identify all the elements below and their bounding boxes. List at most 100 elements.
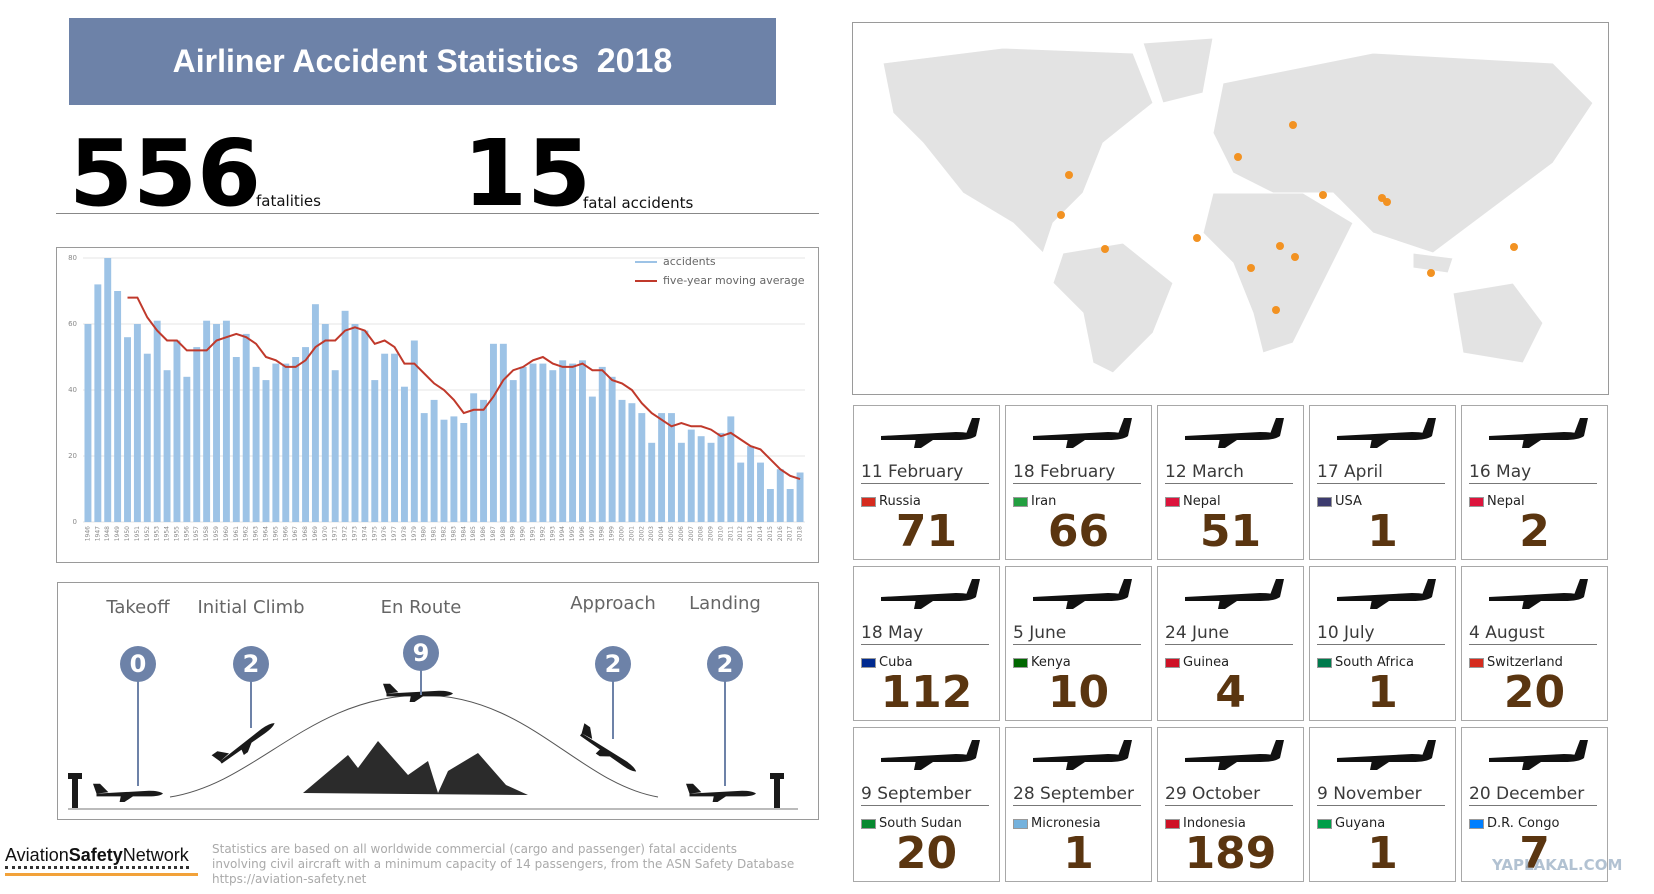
note-line: https://aviation-safety.net bbox=[212, 872, 367, 886]
x-tick-label: 2011 bbox=[727, 526, 734, 541]
x-tick-label: 2005 bbox=[668, 526, 675, 541]
accident-card: 17 April USA 1 bbox=[1309, 405, 1456, 560]
y-tick-label: 20 bbox=[68, 452, 77, 460]
moving-average-line bbox=[127, 296, 801, 481]
bar bbox=[341, 310, 349, 522]
country-name: USA bbox=[1335, 494, 1362, 509]
bar bbox=[391, 353, 399, 522]
x-tick-label: 1957 bbox=[193, 526, 200, 541]
accident-card: 18 February Iran 66 bbox=[1005, 405, 1152, 560]
accident-locations bbox=[1057, 121, 1518, 314]
accident-country: Kenya bbox=[1013, 655, 1071, 670]
accident-card: 12 March Nepal 51 bbox=[1157, 405, 1304, 560]
fatalities: 112 bbox=[880, 667, 973, 718]
accident-country: D.R. Congo bbox=[1469, 816, 1559, 831]
bar bbox=[430, 399, 438, 522]
country-name: Kenya bbox=[1031, 655, 1071, 670]
bar bbox=[460, 423, 468, 522]
bar bbox=[569, 363, 577, 522]
accident-date: 4 August bbox=[1469, 623, 1597, 645]
aircraft bbox=[872, 736, 982, 780]
x-tick-label: 1962 bbox=[243, 526, 250, 541]
x-tick-label: 2001 bbox=[628, 526, 635, 541]
bar bbox=[133, 324, 141, 522]
x-tick-label: 2006 bbox=[678, 526, 685, 541]
bar bbox=[143, 353, 151, 522]
accident-date: 10 July bbox=[1317, 623, 1445, 645]
flag bbox=[1469, 818, 1484, 829]
bar bbox=[104, 258, 112, 522]
x-tick-label: 1994 bbox=[559, 526, 566, 541]
x-tick-label: 1952 bbox=[144, 526, 151, 541]
aircraft-silhouette bbox=[1185, 579, 1284, 609]
country-name: Cuba bbox=[879, 655, 913, 670]
flag bbox=[861, 496, 876, 507]
accidents-value: 15 bbox=[463, 120, 592, 227]
country-name: Guinea bbox=[1183, 655, 1230, 670]
accident-card: 20 December D.R. Congo 7 bbox=[1461, 727, 1608, 882]
x-tick-label: 1976 bbox=[381, 526, 388, 541]
x-tick-label: 2007 bbox=[688, 526, 695, 541]
x-tick-label: 1947 bbox=[94, 526, 101, 541]
y-tick-label: 40 bbox=[68, 386, 77, 394]
fatalities: 7 bbox=[1519, 828, 1550, 879]
aircraft-silhouette bbox=[1337, 418, 1436, 448]
bar bbox=[549, 370, 557, 522]
phase-count: 0 bbox=[130, 650, 147, 678]
logo: AviationSafetyNetwork bbox=[5, 845, 189, 869]
x-tick-label: 2000 bbox=[619, 526, 626, 541]
x-tick-label: 2010 bbox=[717, 526, 724, 541]
country-name: Micronesia bbox=[1031, 816, 1101, 831]
phase-label: En Route bbox=[381, 597, 462, 618]
fatalities-value: 556 bbox=[69, 120, 262, 227]
x-tick-label: 1956 bbox=[183, 526, 190, 541]
phase-marker bbox=[233, 646, 269, 682]
bar bbox=[776, 469, 784, 522]
x-tick-label: 1966 bbox=[282, 526, 289, 541]
x-tick-label: 1979 bbox=[411, 526, 418, 541]
bar bbox=[559, 360, 567, 522]
bar bbox=[361, 330, 369, 522]
watermark: YAPLAKAL.COM bbox=[1492, 856, 1623, 874]
year: 2018 bbox=[596, 42, 673, 80]
x-tick-label: 2012 bbox=[737, 526, 744, 541]
bar bbox=[222, 320, 230, 522]
bar bbox=[598, 366, 606, 522]
chart-box: 0 20 40 60 80 1946 1947 1948 1949 1950 1951 1952 195… bbox=[56, 247, 819, 563]
accident-date: 9 November bbox=[1317, 784, 1445, 806]
phase-label: Landing bbox=[689, 593, 761, 614]
x-tick-label: 1964 bbox=[262, 526, 269, 541]
x-tick-label: 1972 bbox=[342, 526, 349, 541]
phase-box: Takeoff 0 Initial Climb 2 En Route 9 Approach 2… bbox=[57, 582, 819, 820]
accident-country: Iran bbox=[1013, 494, 1056, 509]
x-tick-label: 1958 bbox=[203, 526, 210, 541]
x-tick-label: 1998 bbox=[599, 526, 606, 541]
aircraft-silhouette bbox=[1033, 740, 1132, 770]
bar bbox=[747, 446, 755, 522]
accident-country: Russia bbox=[861, 494, 921, 509]
world-map bbox=[882, 37, 1594, 374]
flag bbox=[1165, 818, 1180, 829]
x-tick-label: 1990 bbox=[520, 526, 527, 541]
accident-date: 29 October bbox=[1165, 784, 1293, 806]
bar bbox=[114, 291, 122, 522]
aircraft-silhouette bbox=[1033, 579, 1132, 609]
aircraft bbox=[1024, 414, 1134, 458]
phase-marker bbox=[707, 646, 743, 682]
x-tick-label: 1971 bbox=[332, 526, 339, 541]
map-box bbox=[852, 22, 1609, 395]
bar bbox=[232, 357, 240, 522]
phase-count: 2 bbox=[605, 650, 622, 678]
phase-label: Takeoff bbox=[105, 597, 170, 618]
accident-card: 4 August Switzerland 20 bbox=[1461, 566, 1608, 721]
aircraft-silhouette bbox=[881, 418, 980, 448]
bar bbox=[717, 432, 725, 522]
bar bbox=[450, 416, 458, 522]
fatalities: 1 bbox=[1367, 828, 1398, 879]
accident-date: 11 February bbox=[861, 462, 989, 484]
accident-card: 10 July South Africa 1 bbox=[1309, 566, 1456, 721]
x-tick-label: 1995 bbox=[569, 526, 576, 541]
x-tick-label: 1951 bbox=[134, 526, 141, 541]
country-name: Nepal bbox=[1487, 494, 1525, 509]
